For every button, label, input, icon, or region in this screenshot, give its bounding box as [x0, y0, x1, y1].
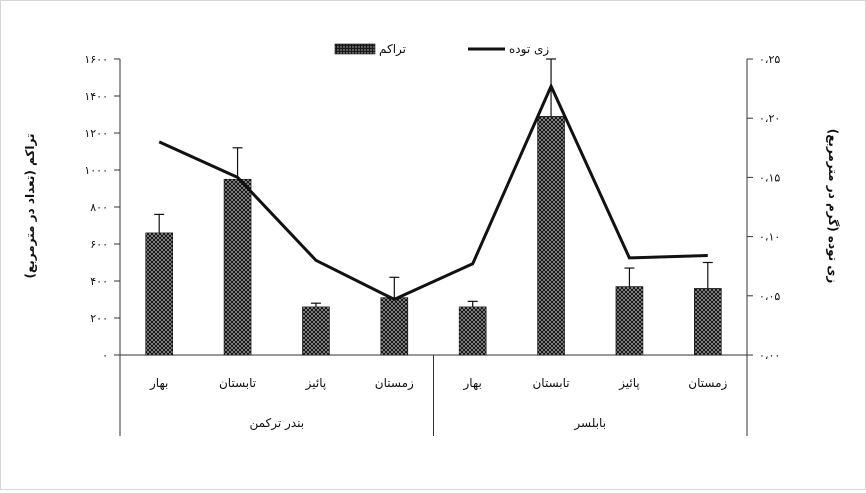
- bar: [615, 286, 644, 356]
- left-axis-tick-label: ۱۶۰۰: [84, 53, 108, 66]
- bar: [537, 116, 565, 356]
- category-labels: بهار تابستان پائیز زمستان بهار تابستان پائیز زم…: [149, 376, 727, 431]
- axes: ۰ ۲۰۰ ۴۰۰ ۶۰۰ ۸۰۰ ۱۰۰۰ ۱۲۰۰ ۱۴۰۰ ۱۶۰۰ ۰،۰۰ ۰،۰۵ ۰،۱…: [84, 53, 780, 436]
- left-axis-tick-label: ۱۲۰۰: [84, 127, 108, 140]
- legend: تراکم زی توده: [334, 42, 549, 57]
- left-axis-tick-label: ۸۰۰: [90, 201, 108, 214]
- category-tick-label: تابستان: [532, 376, 569, 390]
- bar: [223, 178, 252, 356]
- series-line: [158, 82, 708, 302]
- left-axis-tick-label: ۱۰۰۰: [84, 164, 108, 177]
- left-axis-tick-label: ۴۰۰: [90, 275, 108, 288]
- left-axis-tick-label: ۰: [102, 349, 108, 362]
- category-tick-label: بهار: [149, 376, 168, 391]
- right-axis-tick-label: ۰،۰۵: [759, 290, 780, 303]
- right-axis-tick-label: ۰،۲۰: [759, 112, 780, 125]
- bar-series: [145, 116, 722, 356]
- bar: [145, 232, 173, 356]
- group-label: بندر ترکمن: [249, 416, 304, 431]
- legend-line-label: زی توده: [509, 42, 549, 57]
- right-axis-tick-label: ۰،۱۰: [759, 231, 780, 244]
- category-tick-label: زمستان: [375, 376, 414, 391]
- bar: [458, 306, 487, 356]
- bar: [380, 297, 409, 356]
- category-tick-label: پائیز: [305, 376, 327, 391]
- left-axis-title: تراکم (تعداد در مترمربع): [23, 134, 37, 279]
- left-axis-tick-label: ۶۰۰: [90, 238, 108, 251]
- legend-bar-swatch: [334, 43, 376, 55]
- group-label: بابلسر: [573, 416, 606, 431]
- category-tick-label: زمستان: [688, 376, 727, 391]
- bar: [302, 306, 330, 356]
- category-tick-label: بهار: [463, 376, 482, 391]
- right-axis-tick-label: ۰،۲۵: [759, 53, 780, 66]
- left-axis-tick-label: ۲۰۰: [90, 312, 108, 325]
- category-tick-label: تابستان: [219, 376, 256, 390]
- left-axis-tick-label: ۱۴۰۰: [84, 90, 108, 103]
- legend-bar-label: تراکم: [379, 42, 406, 57]
- line-series: [158, 82, 708, 302]
- right-axis-title: زی توده (گرم در مترمربع): [825, 129, 840, 284]
- right-axis-tick-label: ۰،۰۰: [759, 349, 780, 362]
- bar: [694, 288, 722, 356]
- right-axis-tick-label: ۰،۱۵: [759, 171, 780, 184]
- category-tick-label: پائیز: [618, 376, 640, 391]
